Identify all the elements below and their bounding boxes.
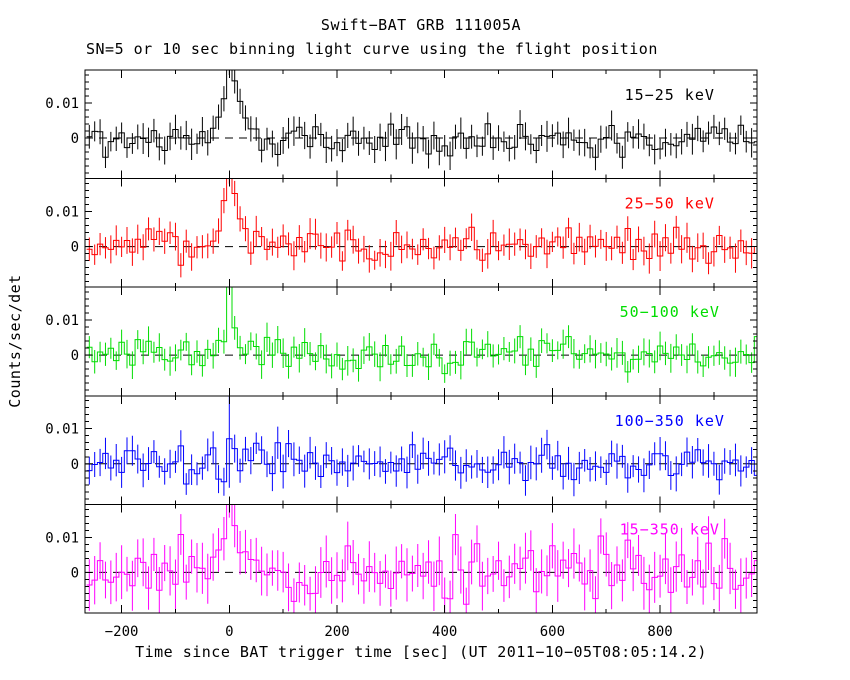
y-tick-label: 0 [71,457,79,473]
y-tick-label: 0 [71,348,79,364]
energy-band-panel: 0 0.01 15−350 keV [45,503,758,614]
y-tick-label: 0.01 [45,530,79,546]
error-bars [88,395,757,497]
energy-band-panel: 0 0.01 15−25 keV [45,69,758,180]
step-curve [86,178,757,266]
x-tick-label: 200 [324,624,349,640]
error-bars [88,287,757,383]
light-curve-series [86,287,757,383]
y-tick-label: 0.01 [45,96,79,112]
axis-ticks [85,395,757,505]
x-tick-label: −200 [105,624,139,640]
chart-layer: 0 0.01 15−25 keV 0 0.01 25−50 keV 0 0.01 50−100 … [45,69,758,640]
figure-title: Swift−BAT GRB 111005A [321,16,521,34]
panel-label: 25−50 keV [625,195,715,213]
axis-ticks [85,287,757,396]
y-tick-label: 0 [71,240,79,256]
light-curve-series [86,395,757,497]
error-bars [88,70,757,171]
y-tick-label: 0 [71,565,79,581]
axis-ticks [85,178,757,288]
panel-label: 100−350 keV [615,412,725,430]
panel-label: 15−25 keV [625,86,715,104]
axis-ticks [85,70,757,179]
y-axis-label: Counts/sec/det [6,274,24,407]
light-curve-series [86,70,757,171]
x-tick-label: 0 [225,624,233,640]
y-tick-label: 0 [71,131,79,147]
panel-label: 15−350 keV [620,520,720,538]
y-tick-label: 0.01 [45,313,79,329]
light-curve-series [86,504,757,613]
figure-subtitle: SN=5 or 10 sec binning light curve using… [86,40,658,58]
x-tick-label: 600 [540,624,565,640]
panel-label: 50−100 keV [620,303,720,321]
axis-ticks [85,504,757,613]
energy-band-panel: 0 0.01 25−50 keV [45,178,758,288]
error-bars [88,178,757,278]
x-tick-label: 800 [647,624,672,640]
x-tick-label: 400 [432,624,457,640]
light-curve-series [86,178,757,278]
energy-band-panel: 0 0.01 50−100 keV [45,286,758,397]
energy-band-panel: 0 0.01 100−350 keV [45,395,758,505]
x-axis-label: Time since BAT trigger time [sec] (UT 20… [135,643,707,661]
error-bars [88,504,757,613]
y-tick-label: 0.01 [45,205,79,221]
y-tick-label: 0.01 [45,422,79,438]
